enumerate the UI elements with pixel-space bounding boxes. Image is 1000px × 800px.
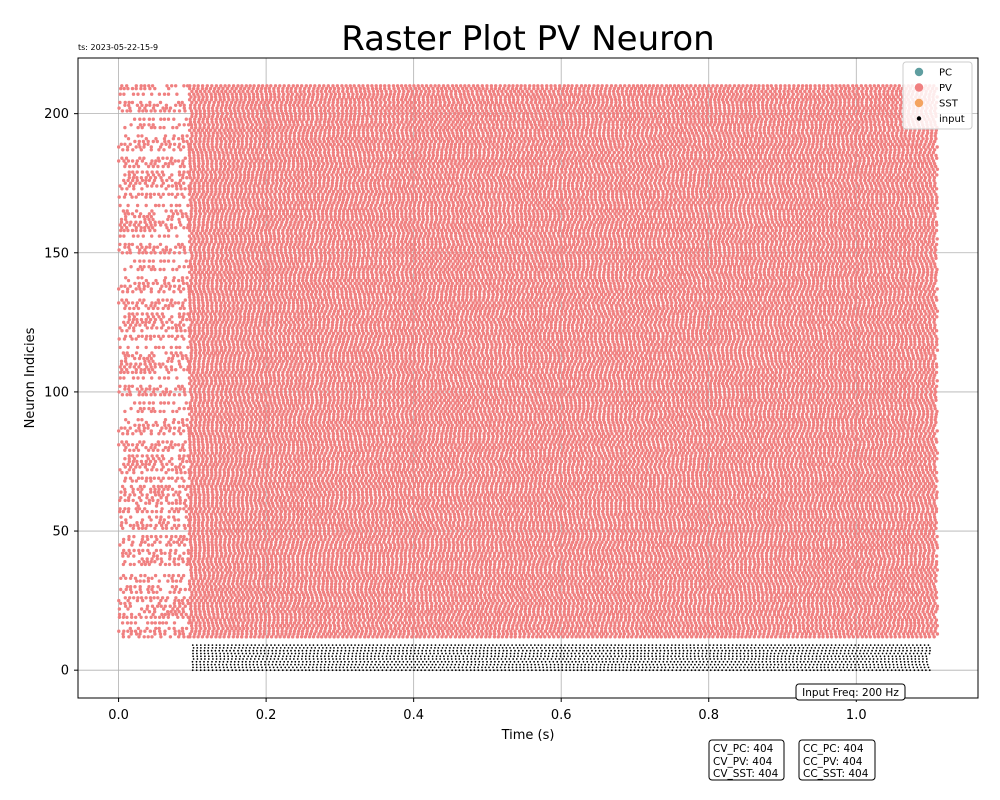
cc-annotation: CC_PC: 404 CC_PV: 404 CC_SST: 404 — [798, 739, 876, 781]
legend-label-pc: PC — [939, 68, 952, 79]
cv-pv-text: CV_PV: 404 — [713, 756, 773, 768]
y-tick-label: 200 — [44, 107, 69, 122]
x-tick-label: 1.0 — [846, 708, 867, 723]
x-axis-ticks: 0.0 0.2 0.4 0.6 0.8 1.0 — [108, 698, 867, 723]
x-tick-label: 0.4 — [403, 708, 424, 723]
y-tick-label: 150 — [44, 246, 69, 261]
x-tick-label: 0.0 — [108, 708, 129, 723]
input-freq-text: Input Freq: 200 Hz — [802, 687, 899, 699]
cc-pv-text: CC_PV: 404 — [803, 756, 863, 768]
chart-title: Raster Plot PV Neuron — [341, 19, 714, 59]
plot-frame — [77, 57, 979, 699]
legend-marker-pc — [914, 67, 924, 77]
legend-label-pv: PV — [939, 83, 952, 94]
y-tick-label: 0 — [61, 664, 69, 679]
legend-box — [902, 61, 973, 130]
cc-box — [798, 739, 876, 781]
y-axis-ticks: 0 50 100 150 200 — [44, 107, 78, 679]
x-tick-label: 0.8 — [698, 708, 719, 723]
input-freq-box — [795, 683, 906, 701]
cc-sst-text: CC_SST: 404 — [803, 768, 869, 780]
legend-marker-sst — [914, 98, 924, 108]
x-axis-label: Time (s) — [501, 728, 555, 743]
input-freq-annotation: Input Freq: 200 Hz — [795, 683, 906, 701]
cv-box — [708, 739, 785, 781]
legend-label-sst: SST — [939, 99, 959, 110]
cv-sst-text: CV_SST: 404 — [713, 768, 779, 780]
x-tick-label: 0.2 — [256, 708, 277, 723]
series-input-spikes — [191, 644, 931, 672]
legend-marker-input — [916, 116, 922, 121]
legend-label-input: input — [939, 114, 965, 125]
legend-marker-pv — [914, 83, 924, 92]
x-tick-label: 0.6 — [551, 708, 572, 723]
legend: PC PV SST input — [902, 61, 973, 130]
y-tick-label: 100 — [44, 385, 69, 400]
cv-pc-text: CV_PC: 404 — [713, 743, 774, 755]
y-axis-label: Neuron Indicies — [23, 327, 38, 428]
cv-annotation: CV_PC: 404 CV_PV: 404 CV_SST: 404 — [708, 739, 785, 781]
plot-points — [117, 84, 940, 672]
timestamp-label: ts: 2023-05-22-15-9 — [78, 43, 158, 52]
series-pv-spikes — [117, 84, 940, 639]
legend-items: PC PV SST input — [914, 67, 965, 125]
y-tick-label: 50 — [52, 525, 69, 540]
cc-pc-text: CC_PC: 404 — [803, 743, 864, 755]
